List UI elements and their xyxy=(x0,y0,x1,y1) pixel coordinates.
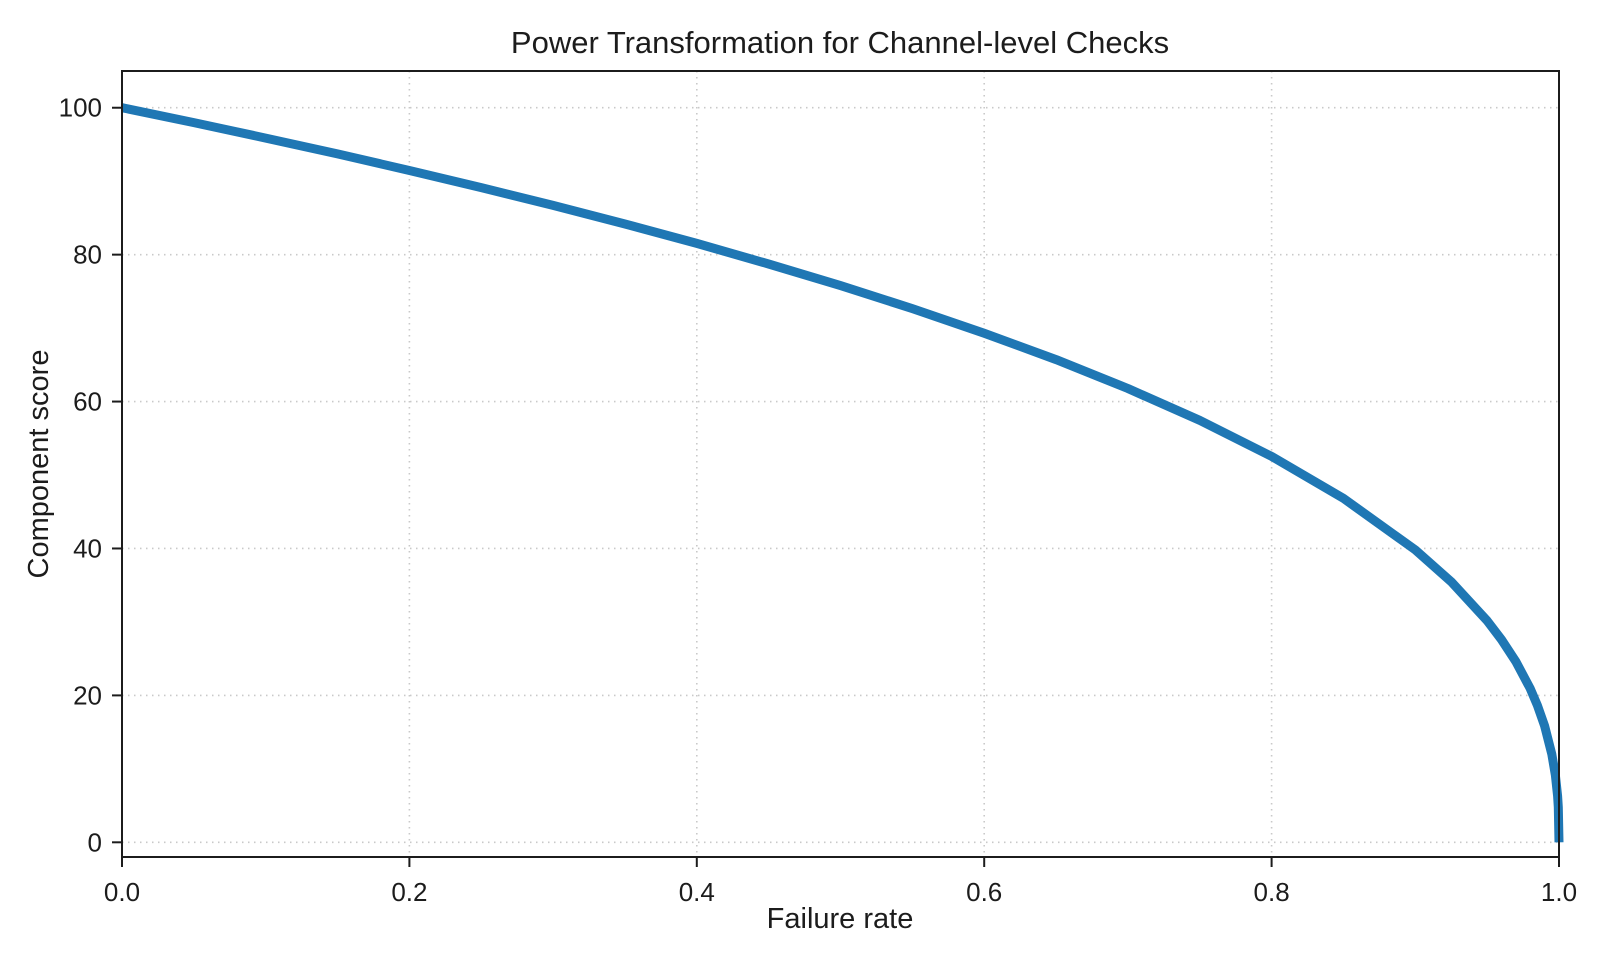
series-layer xyxy=(121,103,1564,843)
x-tick-label: 0.6 xyxy=(966,877,1002,907)
y-tick-label: 60 xyxy=(73,387,102,417)
y-tick-label: 20 xyxy=(73,680,102,710)
x-tick-label: 0.4 xyxy=(679,877,715,907)
y-tick-label: 80 xyxy=(73,240,102,270)
y-tick-label: 100 xyxy=(59,93,102,123)
grid-layer xyxy=(121,71,1560,857)
tick-layer: 0.0 0.2 0.4 0.6 0.8 1.0 0 20 40 60 80 100 xyxy=(59,93,1577,907)
x-tick-label: 0.0 xyxy=(104,877,140,907)
x-tick-label: 0.8 xyxy=(1254,877,1290,907)
data-line xyxy=(121,103,1564,843)
y-axis-label: Component score xyxy=(23,350,55,579)
frame-layer xyxy=(121,70,1560,858)
x-tick-label: 0.2 xyxy=(391,877,427,907)
x-tick-label: 1.0 xyxy=(1541,877,1577,907)
x-axis-label: Failure rate xyxy=(767,903,914,935)
plot-border xyxy=(121,70,1560,858)
y-tick-label: 0 xyxy=(88,827,102,857)
chart-title: Power Transformation for Channel-level C… xyxy=(511,25,1169,60)
y-tick-label: 40 xyxy=(73,533,102,563)
